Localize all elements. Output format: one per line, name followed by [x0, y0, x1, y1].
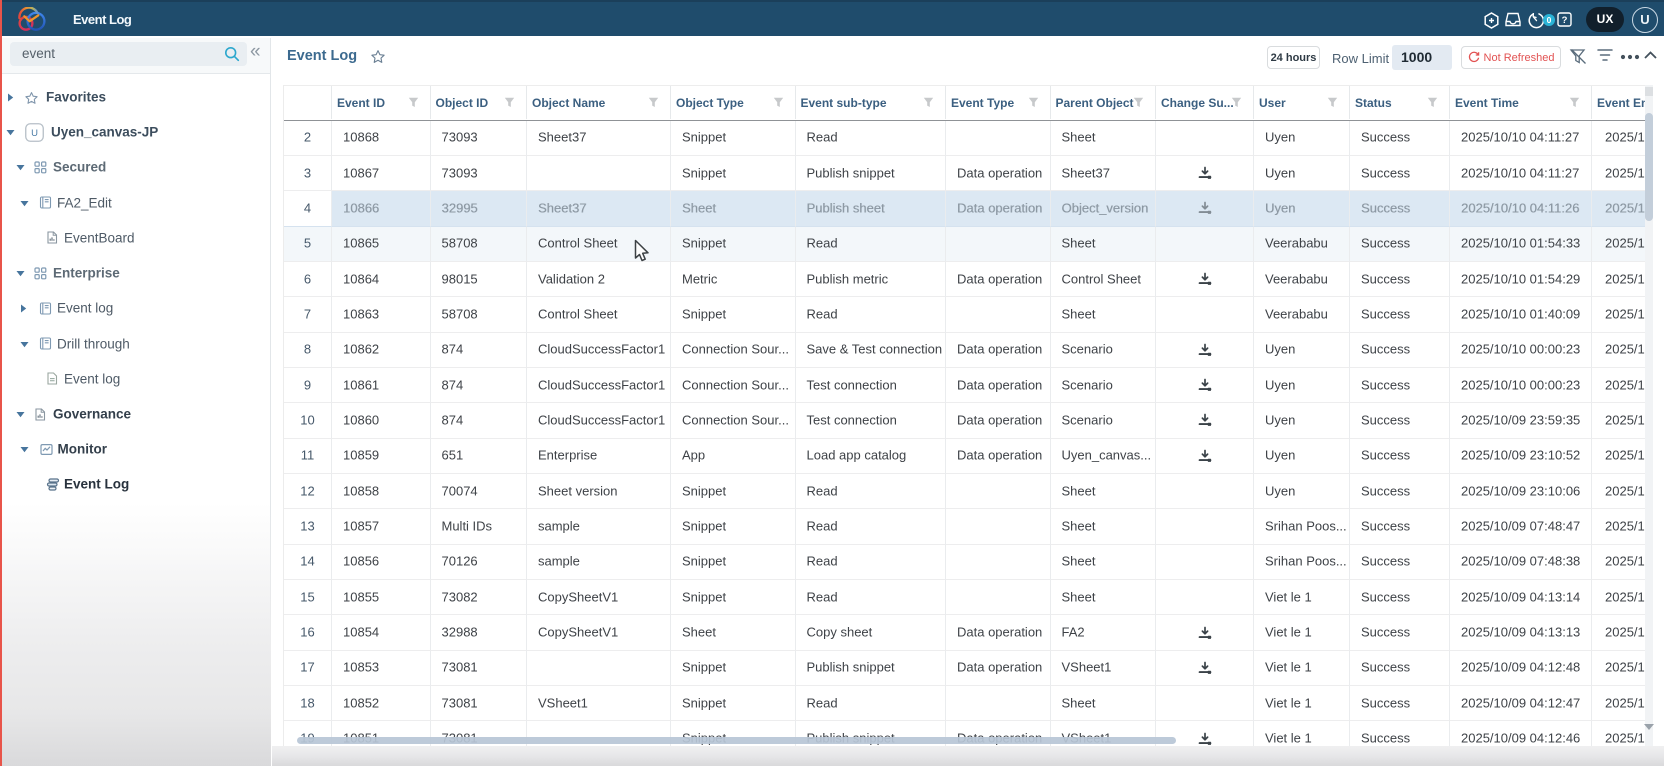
svg-text:?: ? [1562, 15, 1568, 26]
svg-text:U: U [31, 128, 38, 139]
